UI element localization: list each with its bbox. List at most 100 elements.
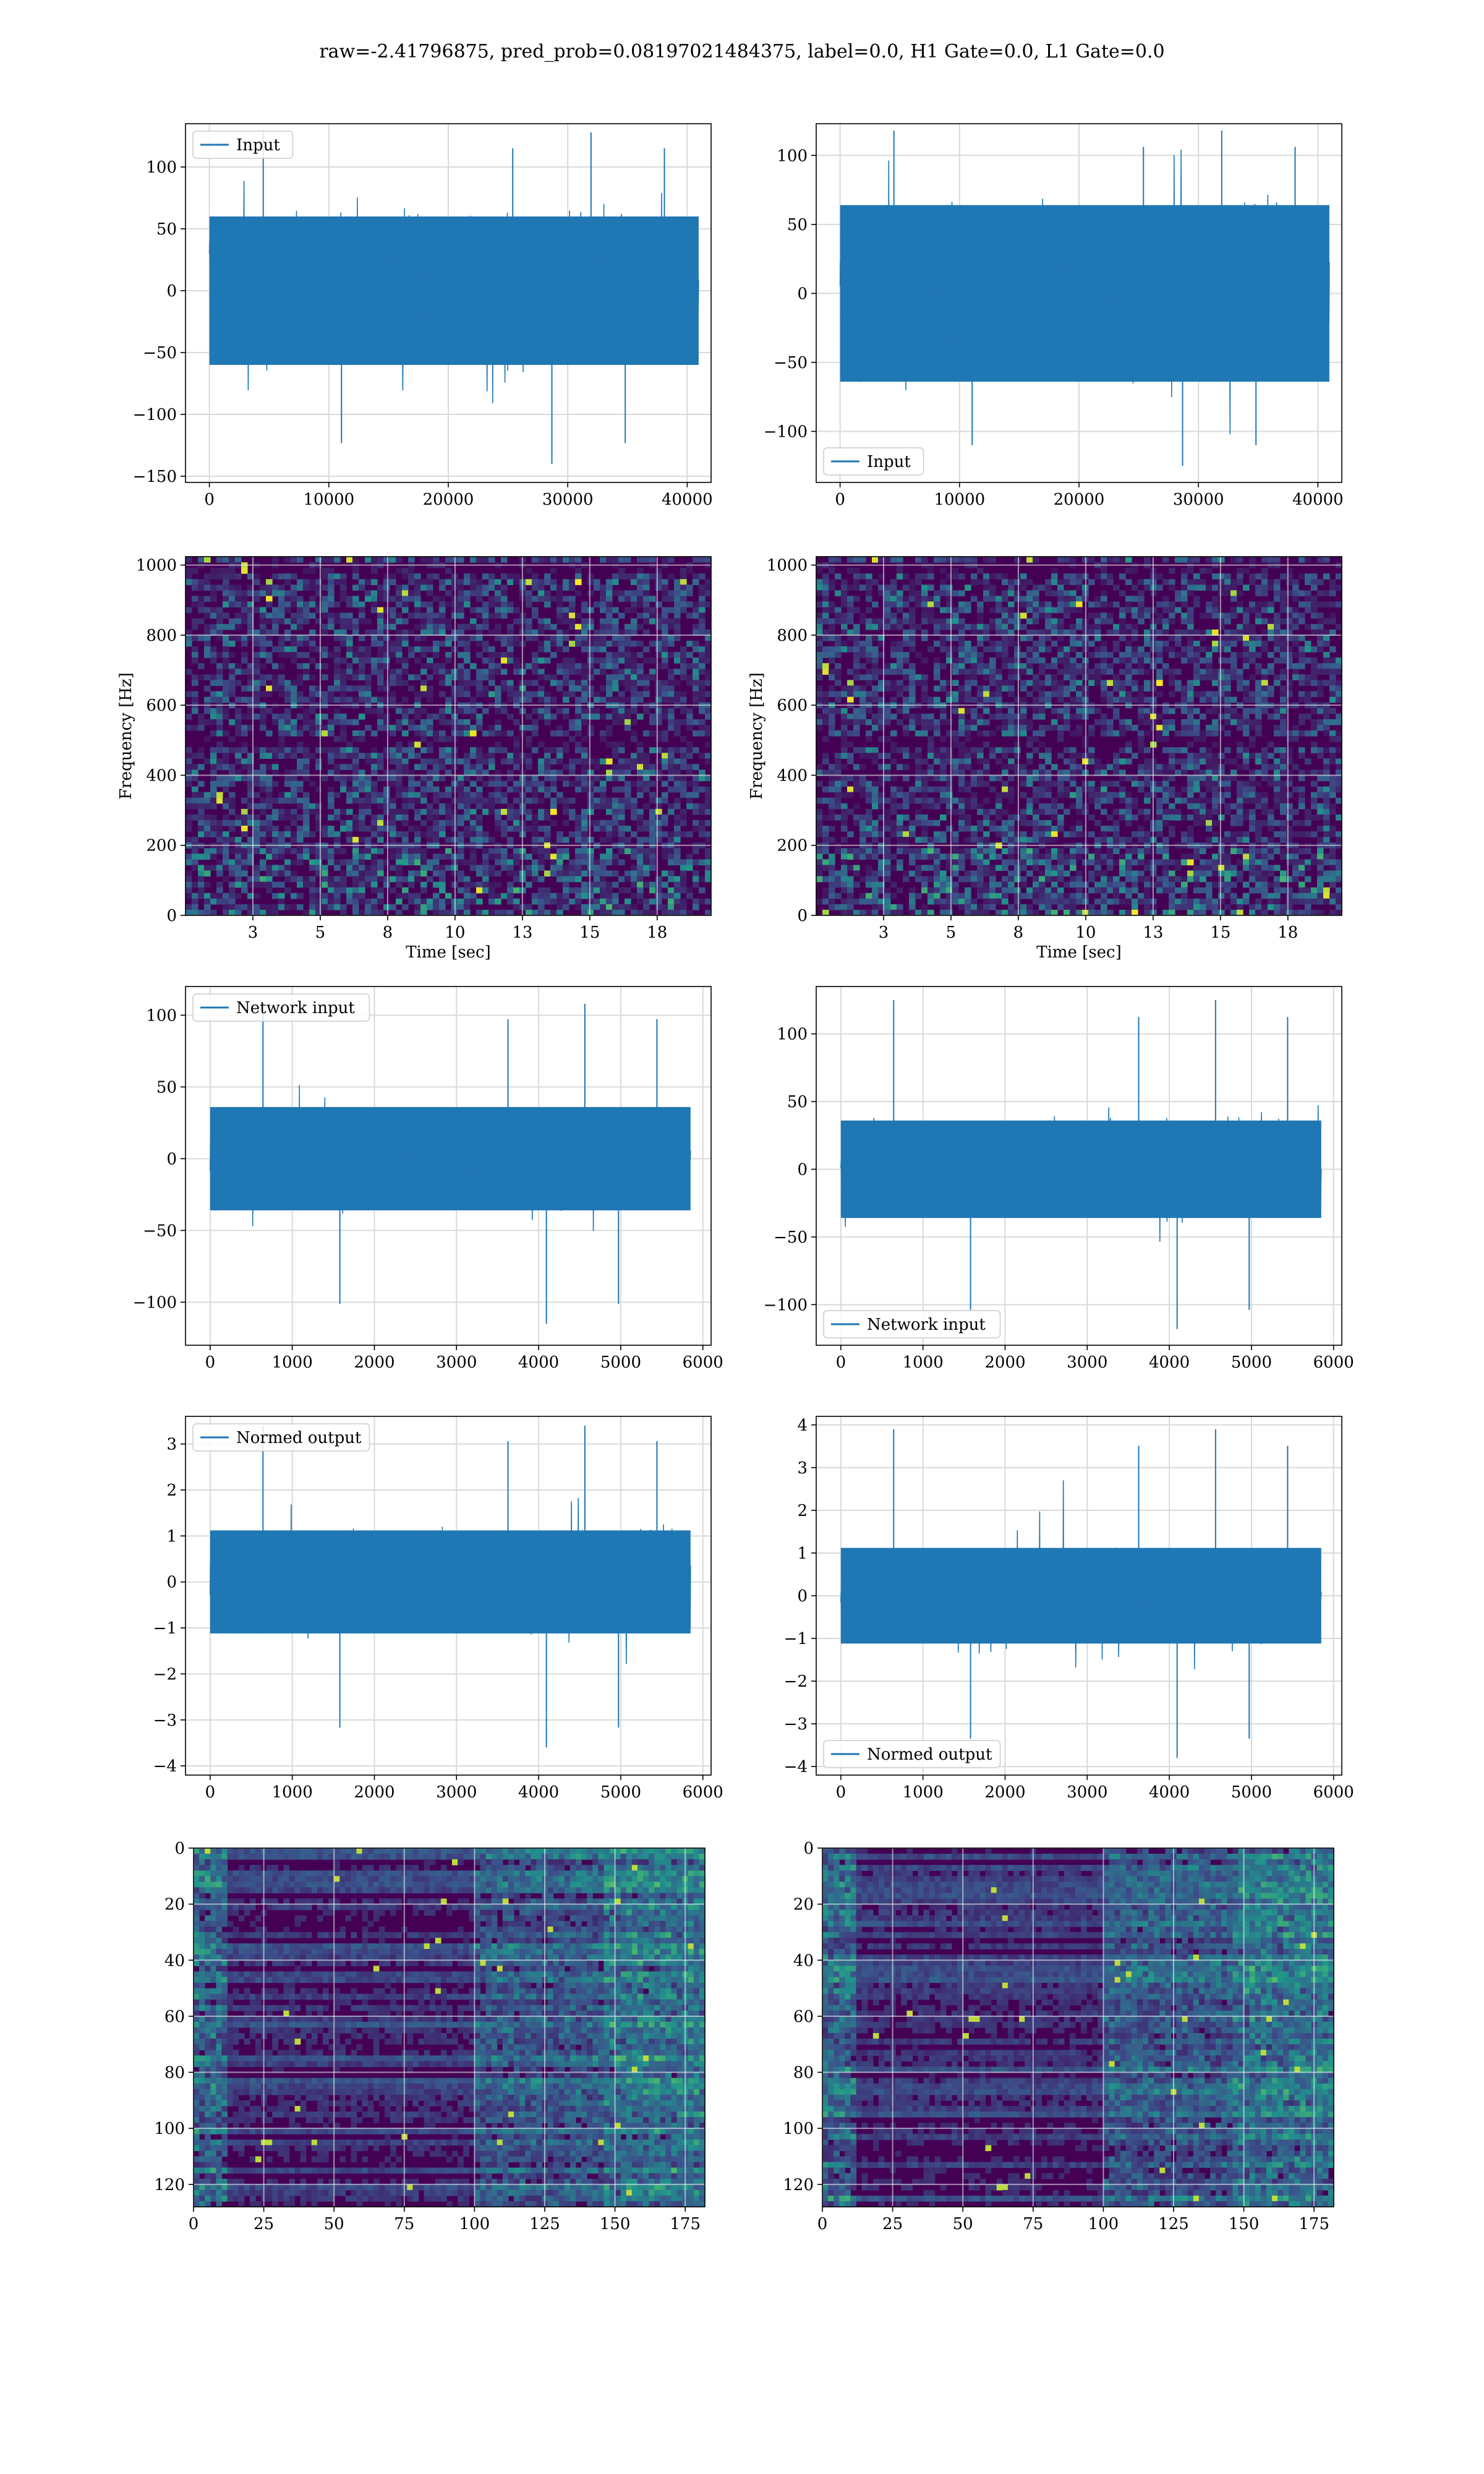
heatmap-cell	[266, 904, 273, 910]
heatmap-cell	[1169, 680, 1175, 687]
heatmap-cell	[1249, 674, 1256, 680]
heatmap-cell	[1162, 640, 1169, 647]
heatmap-cell	[686, 601, 693, 608]
heatmap-cell	[235, 584, 242, 591]
heatmap-cell	[526, 680, 532, 687]
heatmap-cell	[507, 865, 514, 871]
heatmap-cell	[934, 685, 940, 692]
heatmap-cell	[291, 808, 297, 815]
heatmap-cell	[556, 859, 563, 866]
heatmap-cell	[587, 646, 594, 653]
heatmap-cell	[272, 685, 279, 692]
heatmap-cell	[909, 623, 916, 630]
heatmap-cell	[352, 736, 359, 742]
heatmap-cell	[427, 663, 433, 669]
heatmap-cell	[495, 854, 501, 860]
heatmap-cell	[835, 674, 842, 680]
heatmap-cell	[408, 719, 415, 726]
heatmap-cell	[618, 657, 625, 664]
heatmap-cell	[359, 753, 365, 759]
heatmap-cell	[445, 909, 452, 916]
heatmap-cell	[872, 618, 879, 625]
heatmap-cell	[655, 898, 662, 905]
heatmap-cell	[581, 646, 588, 653]
heatmap-cell	[247, 584, 254, 591]
heatmap-cell	[322, 854, 328, 860]
heatmap-cell	[402, 590, 409, 597]
heatmap-cell	[284, 601, 291, 608]
heatmap-cell	[686, 742, 693, 748]
heatmap-cell	[680, 663, 687, 669]
heatmap-cell	[210, 573, 217, 580]
heatmap-cell	[699, 803, 706, 810]
heatmap-cell	[1026, 635, 1033, 641]
heatmap-cell	[686, 831, 693, 837]
heatmap-cell	[1175, 669, 1182, 675]
heatmap-cell	[371, 596, 378, 602]
heatmap-cell	[1193, 629, 1200, 636]
heatmap-cell	[989, 573, 996, 580]
heatmap-cell	[476, 685, 483, 692]
heatmap-cell	[408, 612, 415, 619]
heatmap-cell	[1119, 657, 1126, 664]
heatmap-cell	[365, 837, 372, 843]
heatmap-cell	[958, 607, 965, 614]
heatmap-cell	[1255, 685, 1262, 692]
heatmap-cell	[1057, 557, 1064, 563]
heatmap-cell	[433, 669, 440, 675]
heatmap-cell	[1292, 635, 1299, 641]
heatmap-cell	[501, 652, 508, 658]
heatmap-cell	[1255, 652, 1262, 658]
heatmap-cell	[1329, 696, 1336, 703]
heatmap-cell	[254, 747, 260, 753]
heatmap-cell	[989, 646, 996, 653]
heatmap-cell	[668, 708, 675, 714]
heatmap-cell	[272, 557, 279, 563]
heatmap-cell	[198, 674, 205, 680]
heatmap-cell	[1008, 601, 1015, 608]
heatmap-cell	[365, 909, 372, 916]
heatmap-cell	[1132, 635, 1138, 641]
heatmap-cell	[495, 898, 501, 905]
heatmap-cell	[705, 792, 712, 798]
heatmap-cell	[352, 596, 359, 602]
heatmap-cell	[476, 865, 483, 871]
heatmap-cell	[260, 808, 267, 815]
heatmap-cell	[544, 792, 551, 798]
series-input-h1	[208, 132, 699, 464]
heatmap-cell	[229, 797, 236, 804]
heatmap-cell	[649, 657, 656, 664]
heatmap-cell	[284, 781, 291, 787]
heatmap-cell	[699, 753, 706, 759]
heatmap-cell	[674, 898, 681, 905]
heatmap-cell	[365, 724, 372, 731]
heatmap-cell	[1292, 618, 1299, 625]
heatmap-cell	[996, 646, 1002, 653]
heatmap-cell	[556, 685, 563, 692]
heatmap-cell	[464, 708, 471, 714]
heatmap-cell	[686, 612, 693, 619]
heatmap-cell	[359, 808, 365, 815]
heatmap-cell	[501, 848, 508, 854]
heatmap-cell	[668, 724, 675, 731]
heatmap-cell	[532, 652, 539, 658]
heatmap-cell	[618, 719, 625, 726]
heatmap-cell	[829, 601, 835, 608]
heatmap-cell	[668, 876, 675, 883]
heatmap-cell	[272, 865, 279, 871]
heatmap-cell	[266, 820, 273, 826]
heatmap-cell	[396, 612, 403, 619]
heatmap-cell	[254, 837, 260, 843]
heatmap-cell	[402, 820, 409, 826]
heatmap-cell	[1249, 557, 1256, 563]
heatmap-cell	[637, 652, 644, 658]
heatmap-cell	[340, 657, 347, 664]
heatmap-cell	[420, 736, 427, 742]
heatmap-cell	[674, 854, 681, 860]
heatmap-cell	[1144, 696, 1151, 703]
heatmap-cell	[396, 618, 403, 625]
heatmap-cell	[495, 708, 501, 714]
heatmap-cell	[390, 674, 396, 680]
heatmap-cell	[198, 713, 205, 720]
heatmap-cell	[1200, 657, 1206, 664]
